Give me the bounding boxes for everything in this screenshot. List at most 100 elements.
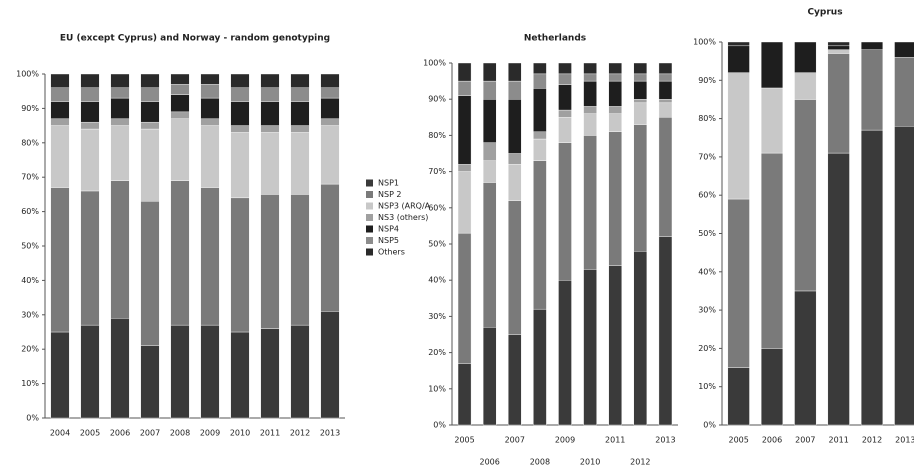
bar-segment [110,97,130,119]
bar-segment [533,138,547,161]
bar-segment [583,135,597,270]
bar-segment [827,152,850,426]
bar-segment [200,118,220,126]
bar-segment [633,102,648,125]
x-tick-label: 2008 [170,429,190,438]
x-tick-label: 2010 [580,458,600,467]
x-tick-label: 2006 [110,429,130,438]
bar-segment [230,331,250,419]
bar-segment [260,328,280,419]
bar-segment [140,201,160,346]
bar-segment [200,187,220,326]
legend-label: NSP3 (ARQ/A [378,202,431,211]
y-tick-label: 40% [21,276,39,285]
bar-segment [457,164,472,172]
x-tick-label: 2010 [230,429,250,438]
bar-segment [170,73,190,85]
x-tick-label: 2005 [454,436,474,445]
bar-segment [633,251,648,426]
bar-segment [50,187,70,333]
bar-segment [558,62,572,75]
y-tick-label: 90% [21,104,39,113]
legend-label: Others [378,248,405,257]
bar-segment [583,62,597,75]
x-tick-label: 2012 [630,458,650,467]
bar-segment [110,73,130,88]
bar-segment [760,152,784,349]
bar-segment [230,101,250,126]
bar-segment [508,80,522,100]
y-tick-label: 70% [21,173,39,182]
bar-segment [290,194,310,326]
bar-segment [50,118,70,126]
bar-segment [760,348,784,426]
bar-segment [200,73,220,85]
bar-segment [860,129,884,426]
y-tick-label: 0% [703,421,716,430]
bar-segment [894,57,914,127]
legend-swatch [366,191,373,198]
bar-segment [608,106,622,114]
bar-segment [457,80,472,96]
y-tick-label: 100% [16,70,39,79]
bar-segment [50,87,70,102]
bar-segment [658,102,673,118]
bar-segment [508,164,522,201]
y-tick-label: 30% [698,306,716,315]
bar-segment [533,131,547,140]
bar-segment [50,101,70,119]
bar-segment [658,62,673,75]
bar-segment [140,128,160,202]
legend-label: NSP4 [378,225,399,234]
bar-segment [80,190,100,326]
y-tick-label: 60% [21,207,39,216]
x-tick-label: 2013 [655,436,675,445]
bar-segment [260,101,280,126]
bar-segment [533,62,547,75]
bar-segment [482,98,497,143]
bar-segment [260,73,280,88]
bar-segment [230,73,250,88]
bar-segment [633,98,648,104]
bar-segment [533,160,547,310]
bar-segment [608,73,622,82]
bar-segment [140,87,160,102]
bar-segment [608,80,622,107]
bar-segment [50,331,70,419]
bar-segment [558,84,572,111]
legend-swatch [366,237,373,244]
bar-segment [50,125,70,188]
legend-swatch [366,214,373,221]
bar-segment [290,87,310,102]
bar-segment [633,73,648,82]
bar-segment [794,41,817,73]
bar-segment [727,198,750,368]
bar-segment [827,53,850,154]
x-tick-label: 2009 [555,436,575,445]
x-tick-label: 2012 [862,436,882,445]
bar-segment [608,131,622,266]
bar-segment [200,324,220,419]
legend-label: NS3 (others) [378,213,428,222]
bar-segment [457,95,472,165]
bar-segment [230,87,250,102]
y-tick-label: 100% [693,38,716,47]
x-tick-label: 2011 [828,436,848,445]
bar-segment [658,73,673,82]
x-tick-label: 2013 [320,429,340,438]
bar-segment [457,363,472,426]
bar-segment [827,49,850,54]
legend-label: NSP 2 [378,190,402,199]
bar-segment [140,121,160,130]
bar-segment [320,125,340,185]
legend-label: NSP5 [378,236,399,245]
bar-segment [727,45,750,73]
y-tick-label: 60% [428,203,446,212]
legend-label: NSP1 [378,179,399,188]
y-tick-label: 40% [428,276,446,285]
x-tick-label: 2013 [895,436,914,445]
bar-segment [320,87,340,99]
bar-segment [290,73,310,88]
y-tick-label: 100% [423,59,446,68]
bar-segment [633,124,648,252]
